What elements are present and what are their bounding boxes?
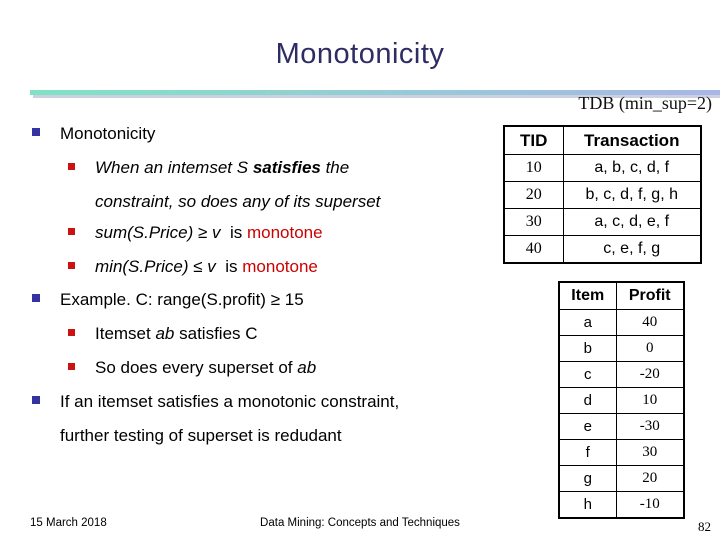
item-cell: b (558, 335, 617, 362)
table-row: f 30 (558, 439, 685, 466)
square-bullet-icon (32, 128, 40, 136)
table-header-row: TID Transaction (503, 125, 702, 155)
table-row: g 20 (558, 465, 685, 492)
profit-cell: -30 (615, 413, 685, 440)
profit-cell: 40 (615, 309, 685, 336)
bullet-item-definition: When an intemset S satisfies the constra… (68, 156, 380, 224)
square-bullet-icon (32, 396, 40, 404)
bullet-text: sum(S.Price) ≥ v is monotone (95, 221, 323, 255)
table-row: 10 a, b, c, d, f (503, 154, 702, 182)
text-segment: is (215, 257, 243, 276)
title-divider-line (30, 90, 720, 95)
table-row: e -30 (558, 413, 685, 440)
bullet-item-superset: So does every superset of ab (68, 356, 316, 390)
bullet-item-monotonicity: Monotonicity (32, 122, 155, 156)
satisfies-emphasis: satisfies (252, 158, 321, 177)
bullet-text: When an intemset S satisfies the (95, 156, 380, 190)
monotone-highlight: monotone (242, 257, 318, 276)
transaction-cell: a, b, c, d, f (562, 154, 702, 182)
profit-cell: 0 (615, 335, 685, 362)
square-bullet-icon (68, 228, 75, 235)
profit-cell: -20 (615, 361, 685, 388)
table-row: d 10 (558, 387, 685, 414)
profit-column-header: Profit (615, 281, 685, 310)
ab-emphasis: ab (297, 358, 317, 377)
tid-cell: 40 (503, 235, 564, 264)
tdb-transactions-table: TID Transaction 10 a, b, c, d, f 20 b, c… (503, 125, 702, 264)
transaction-cell: c, e, f, g (562, 235, 702, 264)
text-segment: Example. C: range(S.profit) ≥ 15 (60, 290, 304, 309)
item-cell: d (558, 387, 617, 414)
table-row: c -20 (558, 361, 685, 388)
table-header-row: Item Profit (558, 281, 685, 310)
tid-cell: 20 (503, 181, 564, 209)
text-segment: If an itemset satisfies a monotonic cons… (60, 392, 400, 411)
profit-cell: 30 (615, 439, 685, 466)
profit-cell: 20 (615, 465, 685, 492)
tdb-caption: TDB (min_sup=2) (578, 93, 712, 113)
table-row: a 40 (558, 309, 685, 336)
bullet-text: Itemset ab satisfies C (95, 322, 258, 356)
text-segment: satisfies C (174, 324, 258, 343)
item-profit-table: Item Profit a 40 b 0 c -20 d 10 e -30 f … (558, 281, 685, 519)
tid-cell: 30 (503, 208, 564, 236)
item-column-header: Item (558, 281, 617, 310)
ab-emphasis: ab (155, 324, 175, 343)
bullet-text: Monotonicity (60, 122, 155, 156)
item-cell: f (558, 439, 617, 466)
item-cell: c (558, 361, 617, 388)
table-row: 20 b, c, d, f, g, h (503, 181, 702, 209)
footer-date: 15 March 2018 (30, 517, 107, 529)
transaction-cell: b, c, d, f, g, h (562, 181, 702, 209)
slide-title: Monotonicity (275, 38, 445, 70)
table-row: h -10 (558, 491, 685, 519)
transaction-cell: a, c, d, e, f (562, 208, 702, 236)
table-row: 40 c, e, f, g (503, 235, 702, 264)
bullet-item-min-constraint: min(S.Price) ≤ v is monotone (68, 255, 318, 289)
item-cell: h (558, 491, 617, 519)
bullet-item-sum-constraint: sum(S.Price) ≥ v is monotone (68, 221, 323, 255)
square-bullet-icon (68, 363, 75, 370)
table-row: 30 a, c, d, e, f (503, 208, 702, 236)
text-segment: constraint, so does any of its superset (95, 192, 381, 211)
bullet-text: So does every superset of ab (95, 356, 316, 390)
bullet-text: constraint, so does any of its superset (95, 190, 380, 224)
transaction-column-header: Transaction (562, 125, 702, 155)
text-segment: Itemset (95, 324, 156, 343)
monotone-highlight: monotone (246, 223, 323, 242)
square-bullet-icon (68, 329, 75, 336)
item-cell: a (558, 309, 617, 336)
text-segment: Monotonicity (60, 124, 156, 143)
text-segment: When an intemset S (95, 158, 253, 177)
text-segment: is (220, 223, 247, 242)
table-row: b 0 (558, 335, 685, 362)
tid-column-header: TID (503, 125, 564, 155)
bullet-item-example: Example. C: range(S.profit) ≥ 15 (32, 288, 304, 322)
bullet-text: min(S.Price) ≤ v is monotone (95, 255, 318, 289)
formula-segment: min(S.Price) ≤ v (95, 257, 216, 276)
profit-cell: -10 (615, 491, 685, 519)
item-cell: e (558, 413, 617, 440)
bullet-text: Example. C: range(S.profit) ≥ 15 (60, 288, 304, 322)
square-bullet-icon (68, 262, 75, 269)
item-cell: g (558, 465, 617, 492)
text-segment: further testing of superset is redudant (60, 426, 342, 445)
text-segment: the (320, 158, 350, 177)
tid-cell: 10 (503, 154, 564, 182)
bullet-item-itemset-ab: Itemset ab satisfies C (68, 322, 258, 356)
bullet-item-redundant: If an itemset satisfies a monotonic cons… (32, 390, 399, 458)
slide-page-number: 82 (698, 519, 711, 534)
profit-cell: 10 (615, 387, 685, 414)
formula-segment: sum(S.Price) ≥ v (95, 223, 221, 242)
square-bullet-icon (68, 163, 75, 170)
square-bullet-icon (32, 294, 40, 302)
bullet-text: further testing of superset is redudant (60, 424, 399, 458)
footer-title: Data Mining: Concepts and Techniques (260, 517, 460, 529)
text-segment: So does every superset of (95, 358, 298, 377)
bullet-text: If an itemset satisfies a monotonic cons… (60, 390, 399, 424)
